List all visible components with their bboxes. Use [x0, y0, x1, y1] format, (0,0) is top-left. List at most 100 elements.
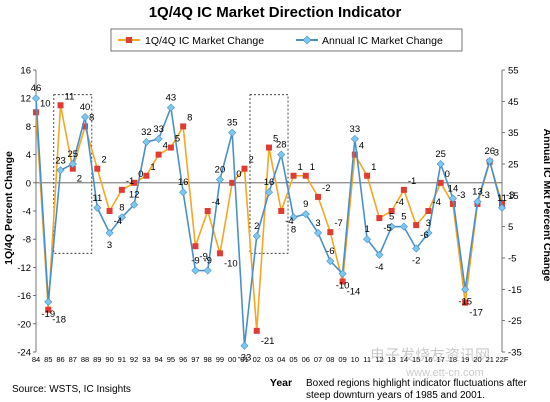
y-right-tick-label: -25: [508, 316, 522, 327]
annual-data-label: 28: [276, 140, 287, 151]
annual-point: [448, 194, 457, 203]
watermark-url: www.ett-cn.com: [405, 367, 484, 379]
annual-point: [412, 244, 421, 253]
annual-point: [264, 188, 274, 197]
annual-point: [215, 175, 224, 184]
x-tick-label: 94: [154, 355, 162, 364]
legend-box: [110, 28, 463, 52]
annual-data-label: -4: [375, 262, 383, 273]
annual-data-label: 8: [291, 224, 296, 235]
annual-data-label: 33: [153, 124, 164, 135]
quarterly-data-label: 0: [236, 169, 241, 180]
annual-data-label: 26: [484, 146, 495, 157]
x-tick-label: 99: [216, 355, 224, 364]
y-right-tick-label: 25: [508, 160, 519, 171]
annual-point: [289, 213, 298, 222]
annual-data-label: 11: [92, 193, 102, 204]
x-tick-label: 86: [56, 355, 64, 364]
quarterly-data-label: -7: [334, 218, 342, 229]
boxed-regions: [53, 94, 289, 254]
quarterly-point: [327, 229, 334, 236]
x-tick-label: 14: [400, 355, 408, 364]
annual-point: [473, 197, 482, 206]
annual-data-label: 3: [426, 218, 431, 229]
box-note-line1: Boxed regions highlight indicator fluctu…: [306, 378, 527, 389]
annual-point: [166, 103, 175, 112]
annual-data-label: 25: [435, 149, 446, 160]
x-tick-label: 85: [44, 355, 52, 364]
y-left-tick-label: 8: [26, 122, 31, 133]
annual-data-label: 2: [254, 221, 259, 232]
annual-point: [436, 159, 445, 169]
quarterly-data-label: 2: [77, 174, 82, 185]
quarterly-point: [180, 123, 187, 130]
x-tick-label: 17: [437, 355, 445, 364]
annual-point: [301, 210, 310, 219]
annual-data-label: 11: [497, 193, 507, 204]
y-left-ticks: 16 12 8 4 0 -4 -8 -12 -16 -20 -24: [17, 66, 36, 359]
annual-point: [363, 235, 372, 244]
annual-data-label: -15: [458, 296, 472, 307]
annual-data-label: 20: [215, 165, 226, 176]
annual-data-label: 1: [364, 224, 369, 235]
quarterly-point: [106, 208, 113, 214]
quarterly-data-label: -21: [261, 336, 275, 347]
x-tick-label: 12: [375, 355, 383, 364]
quarterly-point: [118, 186, 125, 193]
y-left-tick-label: -20: [17, 319, 31, 330]
x-tick-label: 91: [118, 355, 126, 364]
x-tick-label: 07: [314, 355, 322, 364]
annual-data-label: 3: [315, 218, 320, 229]
x-tick-label: 05: [289, 355, 297, 364]
annual-data-label: -10: [336, 281, 350, 292]
boxed-region-2: [249, 94, 289, 254]
quarterly-data-label: -4: [396, 197, 404, 208]
y-left-tick-label: 16: [20, 66, 31, 77]
quarterly-point: [216, 250, 223, 257]
x-tick-label: 95: [167, 355, 175, 364]
quarterly-point: [82, 123, 89, 130]
annual-data-label: 25: [68, 149, 79, 160]
annual-data-label: 23: [55, 155, 66, 166]
quarterly-data-label: -4: [212, 197, 220, 208]
annual-point: [399, 222, 408, 231]
annual-data-label: 12: [129, 190, 140, 201]
y-right-tick-label: 35: [508, 128, 519, 139]
annual-data-label: 9: [303, 199, 308, 210]
annual-data-label: 40: [80, 102, 91, 113]
x-tick-label: 03: [265, 355, 273, 364]
annual-point: [105, 228, 114, 237]
annual-data-label: 14: [448, 183, 459, 194]
quarterly-data-label: -4: [114, 216, 122, 227]
annual-point: [191, 266, 200, 275]
quarterly-data-label: -1: [408, 176, 416, 187]
x-ticks: 84 85 86 87 88 89 90 91 92 93 94 95 96 97 98 99 00 01 02 03…: [32, 355, 509, 364]
quarterly-data-label: -4: [432, 197, 440, 208]
legend-quarterly-label: 1Q/4Q IC Market Change: [145, 35, 264, 47]
annual-point: [252, 232, 261, 241]
annual-data-label: 16: [264, 177, 275, 188]
box-note-line2: steep downturn years of 1985 and 2001.: [306, 390, 485, 401]
quarterly-point: [204, 208, 211, 214]
quarterly-point: [131, 179, 138, 186]
y-left-tick-label: -8: [23, 235, 31, 246]
quarterly-data-label: 1: [150, 162, 155, 173]
annual-point: [277, 150, 286, 159]
y-right-tick-label: -15: [508, 285, 522, 296]
y-right-tick-label: -35: [508, 348, 522, 359]
annual-point: [424, 228, 433, 237]
annual-data-label: -6: [326, 246, 334, 257]
quarterly-data-label: -3: [457, 190, 465, 201]
legend-annual-marker: [302, 35, 312, 45]
annual-point: [142, 138, 151, 147]
quarterly-data-label: 8: [89, 112, 94, 123]
quarterly-point: [376, 215, 383, 222]
annual-point: [81, 112, 90, 122]
y-right-tick-label: 5: [508, 222, 513, 233]
quarterly-point: [266, 144, 272, 151]
quarterly-data-label: -10: [224, 258, 238, 269]
annual-data-label: 43: [166, 93, 177, 104]
quarterly-point: [278, 208, 285, 214]
